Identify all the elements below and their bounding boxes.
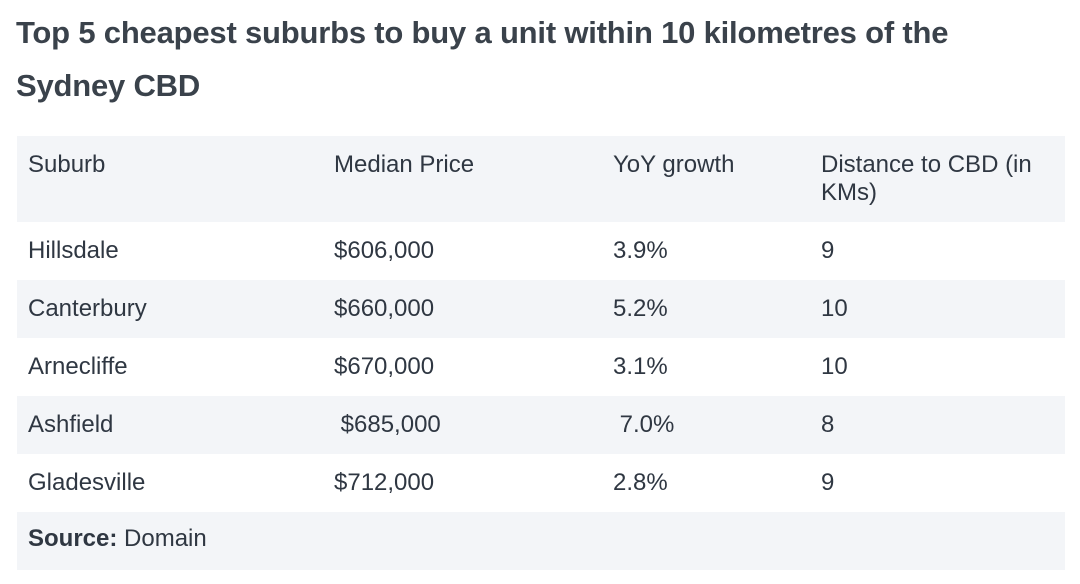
table-row: Ashfield $685,000 7.0% 8 (17, 396, 1065, 454)
cell-suburb: Ashfield (28, 411, 114, 438)
cell-suburb: Hillsdale (28, 237, 119, 264)
cell-distance: 10 (821, 295, 848, 322)
cell-distance: 10 (821, 353, 848, 380)
table-row: Gladesville $712,000 2.8% 9 (17, 454, 1065, 512)
table-header-row: Suburb Median Price YoY growth Distance … (17, 136, 1065, 222)
cell-yoy-growth: 5.2% (613, 295, 668, 322)
cell-suburb: Canterbury (28, 295, 147, 322)
table-row: Arnecliffe $670,000 3.1% 10 (17, 338, 1065, 396)
cell-distance: 9 (821, 469, 835, 496)
header-median-price: Median Price (334, 151, 475, 178)
cell-median-price: $606,000 (334, 237, 435, 264)
cell-yoy-growth: 2.8% (613, 469, 668, 496)
table-source-row: Source: Domain (17, 512, 1065, 570)
cell-suburb: Arnecliffe (28, 353, 128, 380)
cell-yoy-growth: 7.0% (613, 411, 675, 438)
source-value: Domain (117, 525, 207, 552)
suburb-price-table: Suburb Median Price YoY growth Distance … (17, 136, 1065, 570)
source-note: Source: Domain (28, 525, 207, 553)
cell-distance: 9 (821, 237, 835, 264)
page-title: Top 5 cheapest suburbs to buy a unit wit… (16, 15, 949, 103)
cell-suburb: Gladesville (28, 469, 146, 496)
header-suburb: Suburb (28, 151, 106, 178)
cell-median-price: $660,000 (334, 295, 435, 322)
source-label: Source: (28, 525, 118, 552)
cell-median-price: $712,000 (334, 469, 435, 496)
table-row: Canterbury $660,000 5.2% 10 (17, 280, 1065, 338)
header-yoy-growth: YoY growth (613, 151, 735, 178)
table-row: Hillsdale $606,000 3.9% 9 (17, 222, 1065, 280)
cell-yoy-growth: 3.9% (613, 237, 668, 264)
cell-median-price: $670,000 (334, 353, 435, 380)
cell-yoy-growth: 3.1% (613, 353, 668, 380)
cell-distance: 8 (821, 411, 835, 438)
cell-median-price: $685,000 (334, 411, 441, 438)
header-distance: Distance to CBD (in KMs) (821, 151, 1032, 206)
